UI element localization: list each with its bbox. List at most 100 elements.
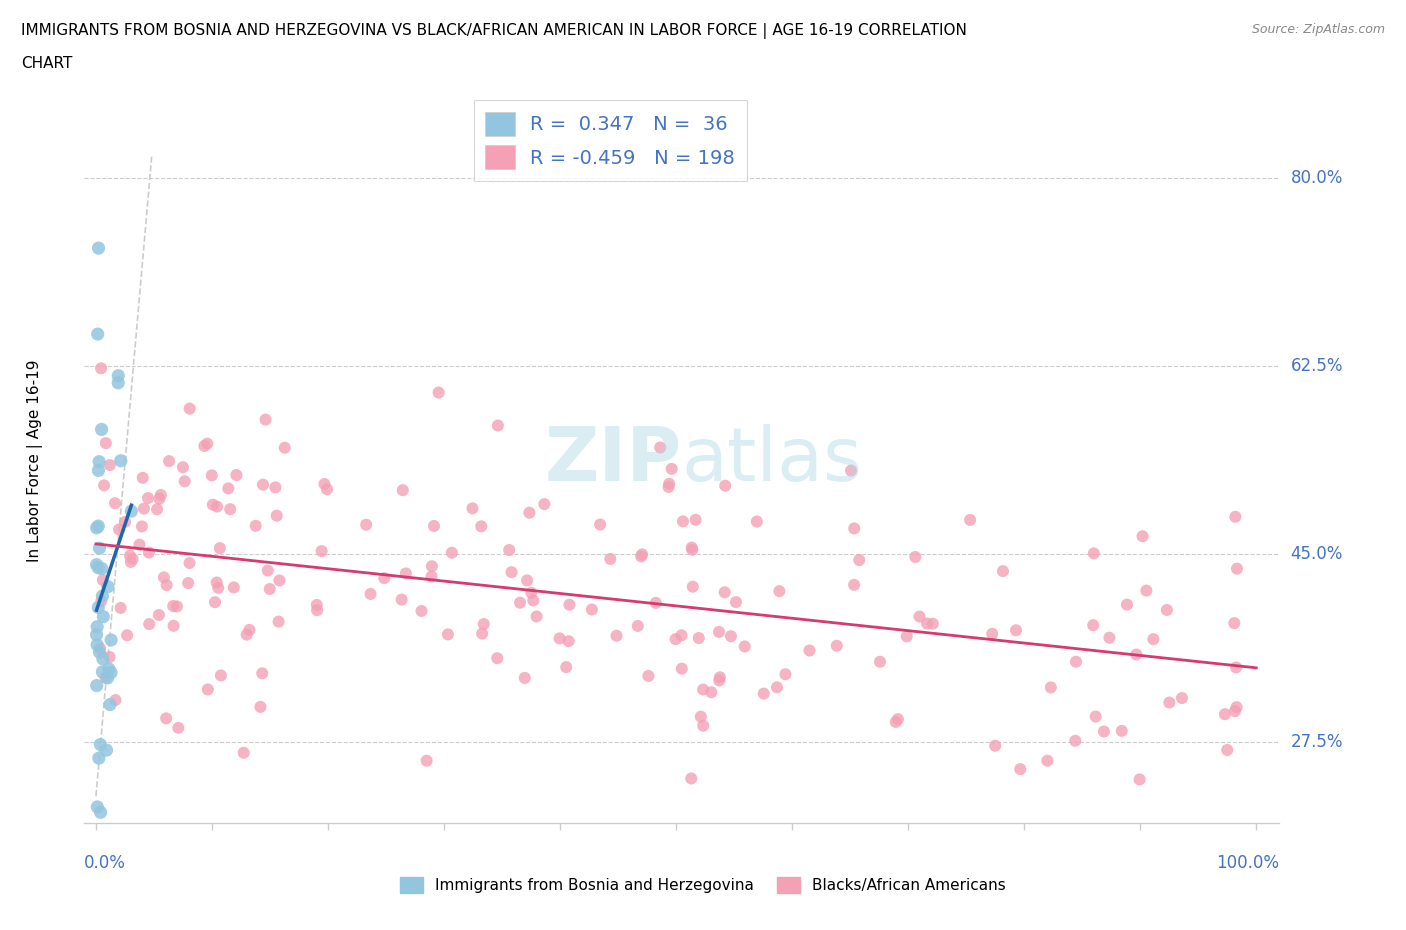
Point: [681, 771, 703, 786]
Text: CHART: CHART: [21, 56, 73, 71]
Point: [87, 600, 110, 615]
Point: [498, 542, 520, 557]
Point: [1064, 734, 1087, 749]
Point: [745, 514, 768, 529]
Point: [86, 326, 108, 341]
Point: [440, 545, 463, 560]
Point: [267, 614, 290, 629]
Point: [157, 454, 180, 469]
Point: [93, 478, 115, 493]
Point: [887, 711, 910, 726]
Point: [120, 554, 142, 569]
Point: [825, 638, 848, 653]
Point: [264, 480, 287, 495]
Point: [173, 474, 195, 489]
Point: [709, 673, 731, 688]
Point: [981, 627, 1004, 642]
Point: [734, 639, 756, 654]
Point: [658, 476, 681, 491]
Point: [411, 604, 433, 618]
Point: [89, 641, 111, 656]
Point: [155, 711, 177, 725]
Point: [904, 550, 927, 565]
Point: [100, 665, 122, 680]
Point: [688, 631, 710, 645]
Point: [208, 540, 231, 555]
Point: [513, 671, 536, 685]
Text: IMMIGRANTS FROM BOSNIA AND HERZEGOVINA VS BLACK/AFRICAN AMERICAN IN LABOR FORCE : IMMIGRANTS FROM BOSNIA AND HERZEGOVINA V…: [21, 23, 967, 39]
Point: [273, 440, 295, 455]
Point: [254, 412, 277, 427]
Point: [557, 633, 579, 648]
Point: [91, 589, 114, 604]
Point: [131, 519, 153, 534]
Point: [1084, 709, 1107, 724]
Point: [197, 682, 219, 697]
Point: [915, 617, 938, 631]
Point: [114, 514, 136, 529]
Point: [884, 714, 907, 729]
Point: [177, 576, 200, 591]
Point: [526, 609, 548, 624]
Point: [90, 804, 112, 819]
Point: [136, 491, 159, 506]
Point: [94, 671, 117, 685]
Point: [724, 594, 747, 609]
Point: [713, 585, 735, 600]
Point: [108, 522, 131, 537]
Point: [470, 519, 492, 534]
Point: [395, 566, 418, 581]
Point: [91, 664, 114, 679]
Point: [839, 463, 862, 478]
Point: [720, 629, 742, 644]
Point: [1156, 603, 1178, 618]
Point: [148, 607, 170, 622]
Point: [98, 458, 121, 472]
Point: [692, 718, 714, 733]
Point: [128, 538, 150, 552]
Point: [1083, 546, 1105, 561]
Point: [91, 573, 114, 588]
Point: [86, 678, 108, 693]
Point: [110, 453, 132, 468]
Point: [472, 617, 495, 631]
Point: [1225, 660, 1247, 675]
Point: [509, 595, 531, 610]
Point: [692, 682, 714, 697]
Point: [869, 655, 891, 670]
Point: [589, 517, 612, 532]
Point: [599, 551, 621, 566]
Point: [118, 548, 141, 563]
Point: [637, 669, 659, 684]
Point: [959, 512, 981, 527]
Point: [249, 699, 271, 714]
Point: [1092, 724, 1115, 739]
Point: [799, 643, 821, 658]
Point: [209, 668, 232, 683]
Point: [252, 477, 274, 492]
Text: 80.0%: 80.0%: [1291, 169, 1343, 187]
Point: [87, 241, 110, 256]
Point: [107, 376, 129, 391]
Point: [104, 496, 127, 511]
Point: [1129, 772, 1152, 787]
Point: [700, 684, 723, 699]
Point: [204, 595, 226, 610]
Point: [1171, 691, 1194, 706]
Text: 27.5%: 27.5%: [1291, 734, 1343, 751]
Point: [1005, 623, 1028, 638]
Point: [1159, 695, 1181, 710]
Point: [207, 580, 229, 595]
Point: [107, 368, 129, 383]
Point: [148, 491, 170, 506]
Point: [252, 666, 274, 681]
Point: [548, 631, 571, 645]
Point: [87, 463, 110, 478]
Point: [307, 603, 329, 618]
Point: [605, 629, 627, 644]
Point: [238, 622, 260, 637]
Point: [689, 710, 711, 724]
Point: [360, 587, 382, 602]
Point: [89, 737, 111, 752]
Point: [217, 481, 239, 496]
